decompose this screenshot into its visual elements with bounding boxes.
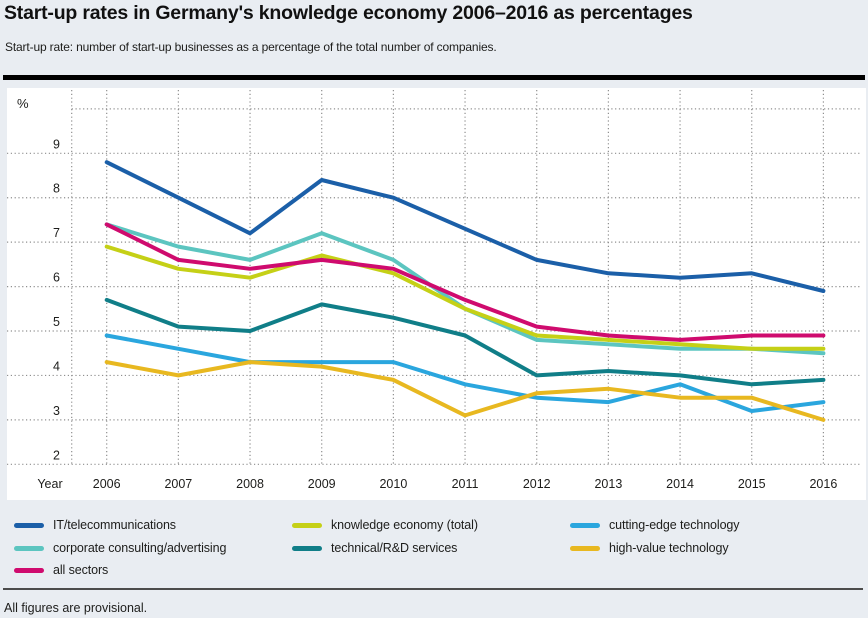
series-line-technical-r-d-services (104, 297, 826, 387)
horizontal-gridlines (7, 108, 862, 465)
legend-swatch-all-sectors (14, 567, 44, 573)
legend-item-it-telecommunications: IT/telecommunications (14, 516, 176, 534)
footnote: All figures are provisional. (4, 601, 148, 615)
legend-swatch-high-value-technology (570, 545, 600, 551)
legend-swatch-it-telecommunications (14, 522, 44, 528)
legend-label: technical/R&D services (331, 541, 458, 555)
legend: IT/telecommunications knowledge economy (… (0, 512, 868, 584)
y-axis-labels: 9 8 7 6 5 4 3 2 (53, 137, 60, 462)
y-tick-label: 8 (53, 182, 60, 196)
chart-subtitle: Start-up rate: number of start-up busine… (5, 40, 497, 54)
legend-swatch-cutting-edge-technology (570, 522, 600, 528)
legend-label: knowledge economy (total) (331, 518, 478, 532)
y-tick-label: 5 (53, 315, 60, 329)
series-line-knowledge-economy-total (104, 244, 826, 351)
legend-label: high-value technology (609, 541, 729, 555)
legend-item-cutting-edge-technology: cutting-edge technology (570, 516, 740, 534)
legend-item-technical-r-d-services: technical/R&D services (292, 539, 457, 557)
series-line-it-telecommunications (104, 160, 826, 293)
legend-item-corporate-consulting-advertising: corporate consulting/advertising (14, 539, 226, 557)
x-tick-label: 2008 (236, 477, 264, 491)
x-tick-label: 2013 (594, 477, 622, 491)
x-axis-title: Year (37, 477, 62, 491)
series-lines (104, 160, 826, 422)
y-tick-label: 9 (53, 137, 60, 151)
x-tick-label: 2006 (93, 477, 121, 491)
x-axis-labels: 2006 2007 2008 2009 2010 2011 2012 2013 2014 2015… (93, 477, 838, 491)
legend-item-high-value-technology: high-value technology (570, 539, 729, 557)
x-tick-label: 2016 (809, 477, 837, 491)
legend-swatch-corporate-consulting-advertising (14, 545, 44, 551)
x-tick-label: 2012 (523, 477, 551, 491)
x-tick-label: 2007 (164, 477, 192, 491)
series-line-high-value-technology (104, 360, 826, 422)
legend-swatch-technical-r-d-services (292, 545, 322, 551)
series-line-all-sectors (104, 222, 826, 342)
y-tick-label: 3 (53, 404, 60, 418)
x-tick-label: 2009 (308, 477, 336, 491)
legend-label: cutting-edge technology (609, 518, 740, 532)
footnote-divider-rule (3, 588, 863, 590)
line-chart: 9 8 7 6 5 4 3 2 2006 2007 2008 2009 2010 2011 2012 201… (7, 88, 866, 500)
x-tick-label: 2014 (666, 477, 694, 491)
chart-title: Start-up rates in Germany's knowledge ec… (4, 2, 693, 24)
legend-swatch-knowledge-economy-total (292, 522, 322, 528)
legend-label: corporate consulting/advertising (53, 541, 227, 555)
y-tick-label: 4 (53, 359, 60, 373)
x-tick-label: 2010 (379, 477, 407, 491)
legend-label: all sectors (53, 563, 109, 577)
title-divider-rule (3, 75, 865, 80)
x-tick-label: 2015 (738, 477, 766, 491)
legend-label: IT/telecommunications (53, 518, 176, 532)
series-line-cutting-edge-technology (104, 333, 826, 413)
legend-item-all-sectors: all sectors (14, 561, 108, 579)
legend-item-knowledge-economy-total: knowledge economy (total) (292, 516, 478, 534)
y-axis-unit-label: % (17, 96, 29, 111)
x-tick-label: 2011 (452, 477, 479, 491)
y-tick-label: 7 (53, 226, 60, 240)
y-tick-label: 6 (53, 271, 60, 285)
y-tick-label: 2 (53, 448, 60, 462)
